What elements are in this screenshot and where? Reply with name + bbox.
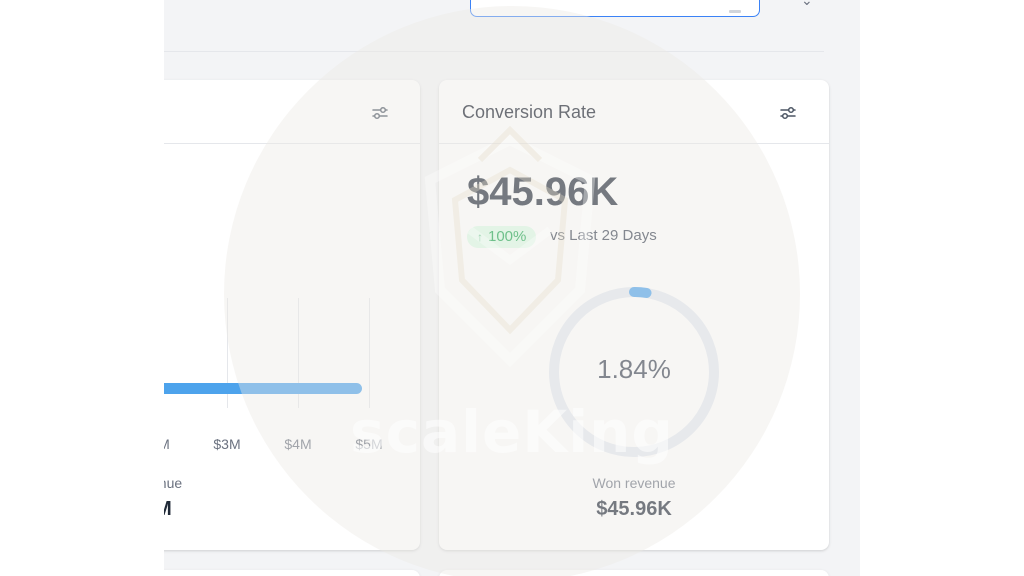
bottom-card [164,570,420,576]
x-tick-label: $3M [213,436,241,452]
x-tick-label: $4M [284,436,312,452]
x-tick-label: M [164,436,170,452]
donut-arc [629,287,652,298]
donut-chart [549,287,719,457]
revenue-card: M $3M $4M $5M venue 1M [164,80,420,550]
won-revenue-label: Won revenue [592,475,676,491]
bottom-card [439,570,829,576]
filter-sliders-icon[interactable] [371,104,389,122]
grid-line [369,298,370,408]
change-percent: 100% [488,228,527,245]
grid-line [227,298,228,408]
card-header [164,80,420,144]
comparison-text: vs Last 29 Days [550,227,657,244]
chevron-icon[interactable]: ⌄ [801,0,813,8]
donut-percent: 1.84% [597,354,671,384]
conversion-value: $45.96K [467,170,619,214]
card-header: Conversion Rate [439,80,829,144]
card-title: Conversion Rate [462,102,597,122]
dashboard-area: ⌄ M $3M $4M $5M venue 1M Conversion Rate [164,0,860,576]
arrow-up-icon: ↑ [477,230,483,244]
won-revenue-value: $45.96K [596,498,672,520]
metric-value: 1M [164,498,172,521]
x-tick-label: $5M [355,436,383,452]
search-input[interactable] [470,0,760,17]
header-divider [164,51,824,52]
input-decoration [729,10,741,13]
change-badge: ↑ 100% [467,226,537,248]
filter-sliders-icon[interactable] [779,104,797,122]
grid-line [298,298,299,408]
metric-label: venue [164,475,183,491]
conversion-rate-card: Conversion Rate $45.96K ↑ 100% vs Last 29… [439,80,829,550]
bar [164,383,362,394]
